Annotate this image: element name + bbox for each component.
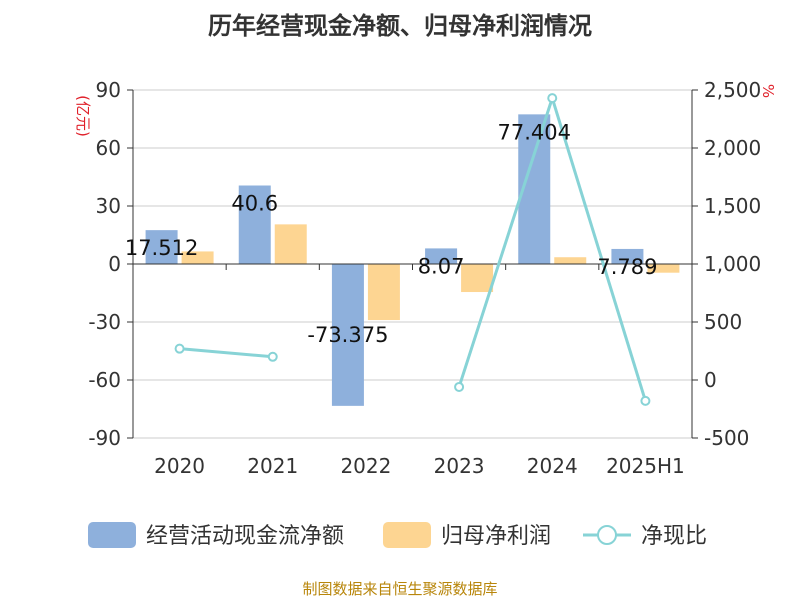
source-note: 制图数据来自恒生聚源数据库	[302, 580, 498, 598]
net-profit-bar	[367, 264, 400, 321]
x-tick-label: 2021	[247, 454, 298, 478]
legend-label: 净现比	[641, 524, 707, 549]
bar-data-label: -73.375	[307, 323, 388, 347]
left-tick-label: -30	[88, 310, 121, 334]
cashflow-bar	[425, 248, 458, 264]
legend-label: 归母净利润	[441, 524, 551, 549]
left-tick-label: 60	[96, 136, 121, 160]
ratio-point	[547, 93, 558, 104]
x-tick-label: 2020	[154, 454, 205, 478]
ratio-line-segment	[179, 347, 273, 359]
bars-layer	[145, 114, 680, 406]
right-tick-label: -500	[704, 426, 749, 450]
y2-axis-label: %	[759, 84, 777, 98]
net-profit-bar	[461, 264, 494, 293]
x-tick-label: 2023	[434, 454, 485, 478]
right-tick-label: 1,000	[704, 252, 761, 276]
x-tick-label: 2022	[340, 454, 391, 478]
legend[interactable]: 经营活动现金流净额 归母净利润 净现比	[88, 522, 707, 549]
cashflow-bar	[238, 185, 271, 264]
left-tick-label: -90	[88, 426, 121, 450]
ratio-point	[640, 395, 651, 406]
right-tick-label: 2,000	[704, 136, 761, 160]
left-tick-label: 90	[96, 78, 121, 102]
legend-swatch	[88, 522, 136, 548]
ratio-point	[267, 351, 278, 362]
x-tick-label: 2024	[527, 454, 578, 478]
y-axis-label: (亿元)	[74, 95, 92, 137]
right-tick-label: 500	[704, 310, 742, 334]
axis-layer: -90 -60 -30 0 30 60 90 -500 0 500 1,000 1,500 2,000 2…	[74, 78, 777, 478]
ratio-line-segment	[457, 97, 554, 388]
ratio-point	[174, 343, 185, 354]
ratio-line-segment	[550, 97, 647, 402]
x-tick-label: 2025H1	[606, 454, 685, 478]
right-tick-label: 1,500	[704, 194, 761, 218]
left-tick-label: 30	[96, 194, 121, 218]
cashflow-bar	[331, 264, 364, 406]
labels-layer: 17.512 40.6 -73.375 8.07 77.404 7.789	[125, 120, 658, 347]
left-tick-label: 0	[108, 252, 121, 276]
chart-title: 历年经营现金净额、归母净利润情况	[208, 12, 592, 40]
cashflow-bar	[145, 230, 178, 264]
right-tick-label: 2,500	[704, 78, 761, 102]
net-profit-bar	[274, 224, 307, 264]
ratio-point	[454, 381, 465, 392]
line-layer	[174, 93, 651, 406]
left-tick-label: -60	[88, 368, 121, 392]
bar-data-label: 7.789	[597, 255, 657, 279]
net-profit-bar	[647, 264, 680, 273]
legend-item-cashflow[interactable]: 经营活动现金流净额	[88, 522, 344, 549]
bar-data-label: 77.404	[498, 120, 571, 144]
legend-swatch-marker	[597, 525, 617, 545]
net-profit-bar	[181, 251, 214, 264]
legend-item-net-profit[interactable]: 归母净利润	[383, 522, 551, 549]
bar-data-label: 8.07	[418, 254, 465, 278]
bar-data-label: 40.6	[231, 192, 278, 216]
legend-swatch	[383, 522, 431, 548]
cashflow-bar	[611, 248, 644, 264]
legend-label: 经营活动现金流净额	[146, 524, 344, 549]
net-profit-bar	[554, 257, 587, 264]
right-tick-label: 0	[704, 368, 717, 392]
bar-data-label: 17.512	[125, 236, 198, 260]
legend-item-ratio[interactable]: 净现比	[583, 524, 707, 549]
